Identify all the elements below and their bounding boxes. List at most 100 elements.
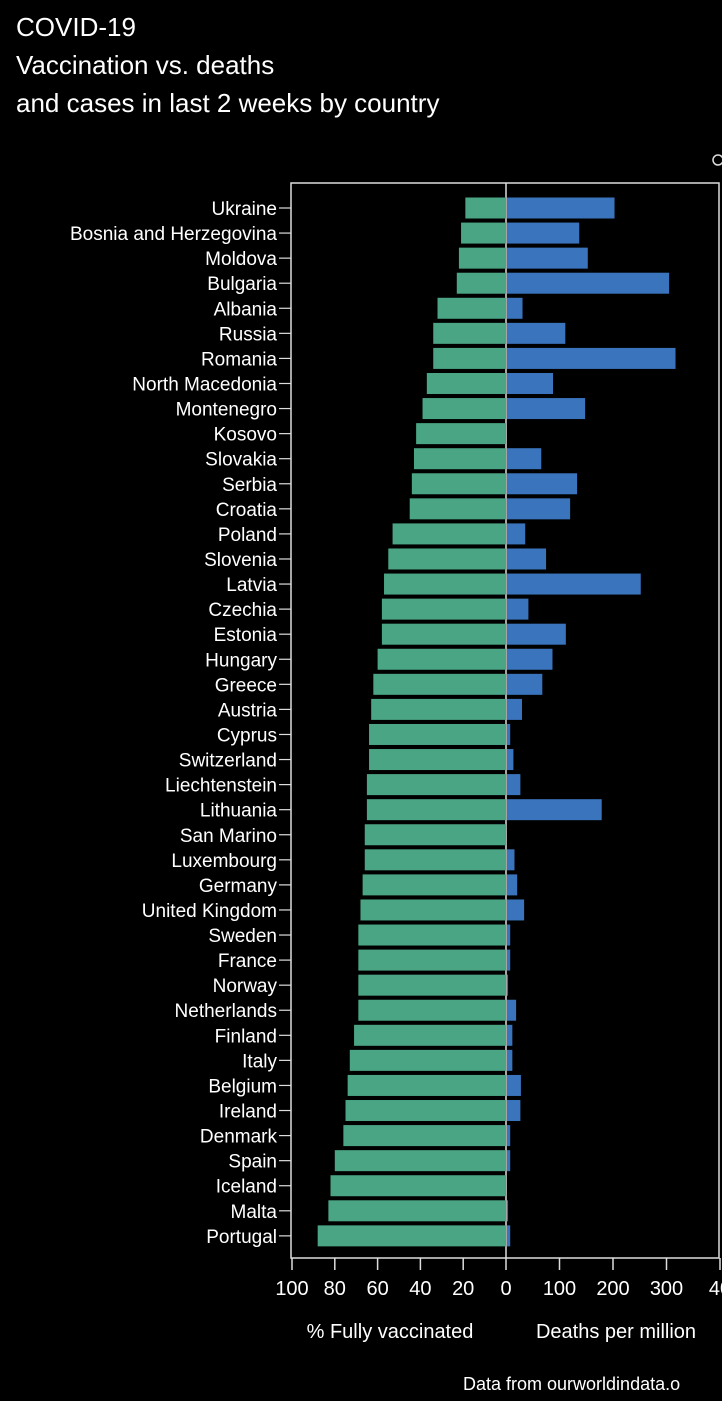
- deaths-bar: [507, 774, 521, 796]
- x-tick-label-right: 200: [596, 1278, 629, 1300]
- category-label: Malta: [231, 1202, 278, 1223]
- vaccinated-bar: [345, 1100, 506, 1122]
- category-label: Ireland: [219, 1102, 277, 1123]
- deaths-bar: [507, 648, 553, 670]
- deaths-bar: [507, 573, 641, 595]
- vaccinated-bar: [347, 1074, 506, 1096]
- vaccinated-bar: [358, 974, 506, 996]
- category-label: Romania: [201, 349, 277, 370]
- category-label: Serbia: [222, 475, 277, 496]
- category-label: France: [218, 951, 277, 972]
- category-label: Latvia: [226, 575, 277, 596]
- vaccinated-bar: [433, 322, 506, 344]
- vaccinated-bar: [369, 723, 506, 745]
- deaths-bar: [507, 523, 526, 545]
- vaccinated-bar: [349, 1049, 506, 1071]
- vaccinated-bar: [426, 372, 506, 394]
- title-line-3: and cases in last 2 weeks by country: [16, 88, 440, 118]
- category-label: Slovakia: [205, 450, 277, 471]
- vaccinated-bar: [354, 1024, 506, 1046]
- category-label: Poland: [218, 525, 277, 546]
- category-label: Croatia: [216, 500, 278, 521]
- category-label: Denmark: [200, 1127, 278, 1148]
- vaccinated-bar: [381, 598, 506, 620]
- x-tick-label-left: 100: [275, 1278, 308, 1300]
- deaths-bar: [507, 1049, 513, 1071]
- category-label: North Macedonia: [132, 374, 277, 395]
- deaths-bar: [507, 1100, 521, 1122]
- deaths-bar: [507, 448, 542, 470]
- deaths-bar: [507, 197, 615, 219]
- vaccinated-bar: [413, 448, 506, 470]
- category-label: Iceland: [216, 1177, 277, 1198]
- category-label: Spain: [228, 1152, 277, 1173]
- source-note: Data from ourworldindata.o: [463, 1374, 680, 1394]
- x-tick-label-right: 100: [543, 1278, 576, 1300]
- x-tick-label-left: 80: [324, 1278, 346, 1300]
- deaths-bar: [507, 272, 670, 294]
- category-label: Russia: [219, 324, 278, 345]
- deaths-bar: [507, 247, 588, 269]
- category-label: Cyprus: [217, 725, 277, 746]
- clipped-legend-marker: [712, 154, 722, 166]
- category-label: Montenegro: [176, 400, 277, 421]
- vaccinated-bar: [373, 673, 506, 695]
- vaccinated-bar: [384, 573, 506, 595]
- deaths-bar: [507, 1150, 511, 1172]
- category-label: Liechtenstein: [165, 776, 277, 797]
- vaccinated-bar: [411, 473, 506, 495]
- deaths-bar: [507, 698, 522, 720]
- vaccinated-bar: [360, 899, 506, 921]
- deaths-bar: [507, 899, 525, 921]
- title-line-2: Vaccination vs. deaths: [16, 50, 275, 80]
- vaccinated-bar: [433, 347, 506, 369]
- category-label: Germany: [199, 876, 278, 897]
- deaths-bar: [507, 949, 511, 971]
- category-label: Finland: [215, 1026, 277, 1047]
- vaccinated-bar: [458, 247, 506, 269]
- category-label: Lithuania: [200, 801, 278, 822]
- deaths-bar: [507, 1225, 511, 1247]
- vaccinated-bar: [461, 222, 506, 244]
- vaccinated-bar: [358, 924, 506, 946]
- left-axis-label: % Fully vaccinated: [307, 1321, 474, 1343]
- vaccinated-bar: [358, 949, 506, 971]
- deaths-bar: [507, 1024, 513, 1046]
- deaths-bar: [507, 849, 515, 871]
- category-label: Greece: [215, 675, 277, 696]
- category-label: Hungary: [205, 650, 277, 671]
- vaccinated-bar: [465, 197, 506, 219]
- deaths-bar: [507, 623, 566, 645]
- category-label: San Marino: [180, 826, 277, 847]
- x-tick-label-left: 60: [366, 1278, 388, 1300]
- category-label: Albania: [214, 299, 278, 320]
- category-label: Bulgaria: [207, 274, 277, 295]
- category-label: United Kingdom: [142, 901, 277, 922]
- plot-frame: [290, 182, 720, 1259]
- vaccinated-bar: [364, 824, 506, 846]
- category-label: Kosovo: [214, 425, 277, 446]
- deaths-bar: [507, 548, 547, 570]
- deaths-bar: [507, 322, 566, 344]
- vaccinated-bar: [369, 749, 506, 771]
- deaths-bar: [507, 749, 514, 771]
- vaccinated-bar: [362, 874, 506, 896]
- vaccinated-bar: [366, 774, 506, 796]
- vaccinated-bar: [392, 523, 506, 545]
- deaths-bar: [507, 297, 523, 319]
- vaccinated-bar: [416, 423, 506, 445]
- deaths-bar: [507, 924, 511, 946]
- category-label: Moldova: [205, 249, 277, 270]
- deaths-bar: [507, 398, 586, 420]
- deaths-bar: [507, 673, 543, 695]
- vaccinated-bar: [437, 297, 506, 319]
- category-label: Luxembourg: [171, 851, 277, 872]
- deaths-bar: [507, 222, 580, 244]
- vaccinated-bar: [364, 849, 506, 871]
- vaccinated-bar: [456, 272, 506, 294]
- deaths-bar: [507, 1200, 509, 1222]
- vaccinated-bar: [381, 623, 506, 645]
- deaths-bar: [507, 1125, 511, 1147]
- vaccinated-bar: [371, 698, 506, 720]
- deaths-bar: [507, 999, 517, 1021]
